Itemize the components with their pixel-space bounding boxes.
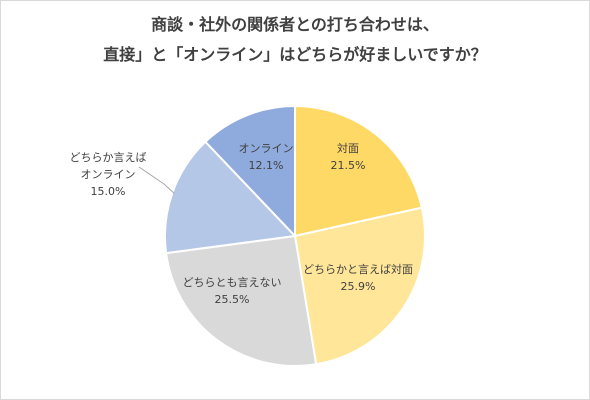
pie-slice-3 [165,234,318,367]
slice-category-label: 対面 [337,141,359,155]
slice-label-1: 対面 21.5% [331,141,366,172]
chart-title-line-1: 商談・社外の関係者との打ち合わせは、 [151,15,439,34]
pie-slice-2 [293,206,426,366]
slice-value-label: 25.5% [215,293,250,306]
slice-category-label: どちらか言えば [70,151,147,164]
slice-value-label: 21.5% [331,159,366,172]
slice-category-label: どちらとも言えない [183,276,282,289]
slice-label-5: オンライン 12.1% [239,142,294,172]
slice-category-label: オンライン [239,142,294,155]
pie-slices [164,104,426,367]
pie-slice-5 [204,104,296,239]
leader-line [138,166,175,194]
slice-category-label: オンライン [81,168,136,181]
slice-value-label: 12.1% [249,159,284,172]
chart-title-line-2: 直接」と「オンライン」はどちらが好ましいですか？ [103,45,487,64]
slice-label-3: どちらとも言えない 25.5% [183,276,282,306]
pie-slice-4 [164,140,298,255]
pie-slice-1 [294,104,424,238]
slice-value-label: 25.9% [341,280,376,293]
slice-category-label: どちらかと言えば対面 [303,262,413,276]
slice-value-label: 15.0% [91,185,126,198]
slice-label-2: どちらかと言えば対面 25.9% [303,262,413,293]
